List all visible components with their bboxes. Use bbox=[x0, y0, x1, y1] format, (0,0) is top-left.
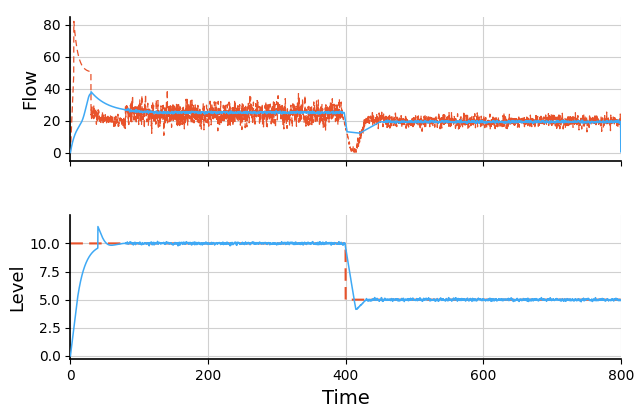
X-axis label: Time: Time bbox=[322, 389, 369, 408]
Y-axis label: Level: Level bbox=[8, 263, 26, 311]
Y-axis label: Flow: Flow bbox=[21, 68, 39, 109]
